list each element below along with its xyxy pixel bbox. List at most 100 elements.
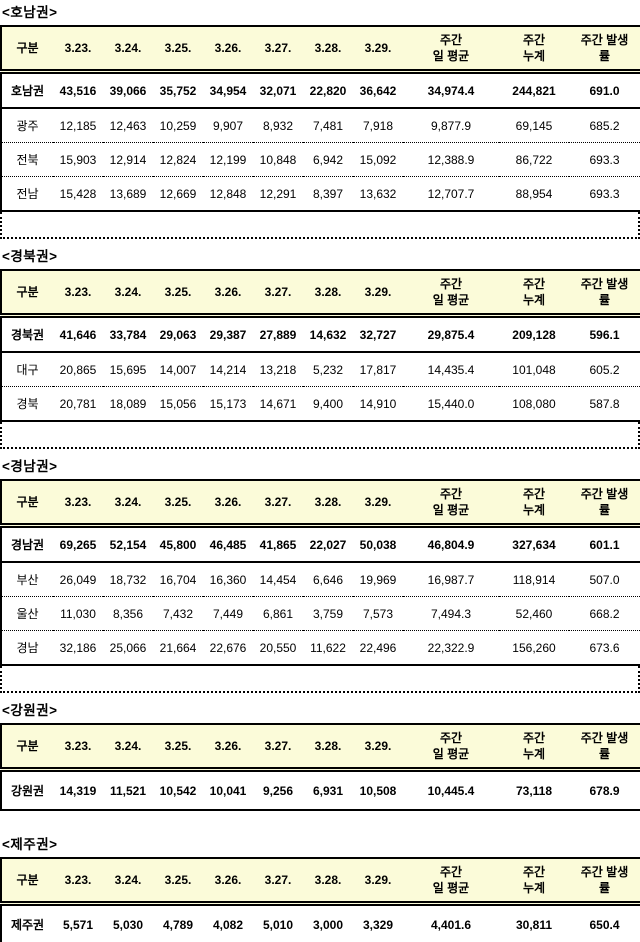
data-cell: 35,752 xyxy=(153,71,203,109)
column-header: 주간 일 평균 xyxy=(403,270,499,318)
column-header: 3.23. xyxy=(53,270,103,318)
column-header: 3.28. xyxy=(303,26,353,74)
data-cell: 6,931 xyxy=(312,783,344,798)
column-header: 3.25. xyxy=(153,858,203,906)
data-cell: 73,118 xyxy=(515,783,553,798)
data-cell: 18,732 xyxy=(103,562,153,597)
data-cell: 601.1 xyxy=(569,525,640,563)
header-row: 구분 3.23. 3.24. 3.25. 3.26. 3.27. 3.28. 3.29. 주간 … xyxy=(1,480,640,528)
column-header: 구분 xyxy=(1,270,53,318)
column-header: 3.23. xyxy=(53,26,103,74)
column-header: 3.26. xyxy=(203,26,253,74)
column-header: 주간 누계 xyxy=(499,480,569,528)
table-row: 울산 11,030 8,356 7,432 7,449 6,861 3,759 7,573 7,… xyxy=(1,596,640,631)
data-cell: 14,214 xyxy=(203,352,253,387)
data-cell: 26,049 xyxy=(53,562,103,597)
row-label: 경남 xyxy=(16,641,39,655)
column-header: 구분 xyxy=(1,724,53,772)
table-row: 대구 20,865 15,695 14,007 14,214 13,218 5,232 17,… xyxy=(1,352,640,387)
data-cell: 11,622 xyxy=(310,640,346,655)
data-cell: 12,669 xyxy=(159,186,197,201)
data-cell: 5,030 xyxy=(112,917,144,932)
data-cell: 14,435.4 xyxy=(403,352,499,387)
data-cell: 7,432 xyxy=(153,596,203,631)
column-header: 3.25. xyxy=(153,26,203,74)
data-cell: 4,401.6 xyxy=(430,917,472,932)
data-cell: 17,817 xyxy=(353,352,403,387)
data-cell: 12,388.9 xyxy=(403,142,499,177)
data-cell: 596.1 xyxy=(569,315,640,353)
data-cell: 327,634 xyxy=(499,525,569,563)
column-header: 3.27. xyxy=(253,858,303,906)
data-cell: 22,820 xyxy=(303,71,353,109)
column-header: 주간 발생 률 xyxy=(569,724,640,772)
row-label: 광주 xyxy=(1,108,53,143)
row-label: 부산 xyxy=(1,562,53,597)
column-header: 주간 누계 xyxy=(499,26,569,74)
data-cell: 45,800 xyxy=(153,525,203,563)
data-cell: 3,329 xyxy=(362,917,394,932)
region-section: <경남권> 구분 3.23. 3.24. 3.25. 3.26. 3.27. 3.28. 3.2… xyxy=(0,459,640,693)
row-label: 경북 xyxy=(16,397,39,411)
column-header: 3.26. xyxy=(203,270,253,318)
column-header: 3.29. xyxy=(353,26,403,74)
data-cell: 8,356 xyxy=(103,596,153,631)
data-cell: 69,265 xyxy=(53,525,103,563)
data-cell: 6,861 xyxy=(253,596,303,631)
column-header: 주간 발생 률 xyxy=(569,858,640,906)
data-cell: 43,516 xyxy=(53,71,103,109)
column-header: 3.28. xyxy=(303,724,353,772)
data-cell: 9,256 xyxy=(262,783,294,798)
table-row: 전북 15,903 12,914 12,824 12,199 10,848 6,942 15,… xyxy=(1,142,640,177)
data-cell: 10,445.4 xyxy=(427,783,475,798)
column-header: 3.25. xyxy=(153,724,203,772)
region-table: 구분 3.23. 3.24. 3.25. 3.26. 3.27. 3.28. 3.29. 주간 … xyxy=(0,857,640,942)
data-cell: 650.4 xyxy=(589,917,620,932)
data-cell: 22,496 xyxy=(359,640,397,655)
column-header: 주간 발생 률 xyxy=(569,480,640,528)
data-cell: 52,460 xyxy=(499,596,569,631)
data-cell: 33,784 xyxy=(103,315,153,353)
data-cell: 41,646 xyxy=(53,315,103,353)
data-cell: 209,128 xyxy=(499,315,569,353)
data-cell: 587.8 xyxy=(589,396,620,411)
data-cell: 20,781 xyxy=(59,396,97,411)
data-cell: 14,007 xyxy=(153,352,203,387)
data-cell: 101,048 xyxy=(499,352,569,387)
data-cell: 5,010 xyxy=(262,917,294,932)
table-row: 경남 32,186 25,066 21,664 22,676 20,550 11,622 22… xyxy=(1,631,640,666)
data-cell: 20,865 xyxy=(53,352,103,387)
section-title: <강원권> xyxy=(2,703,58,718)
data-cell: 6,942 xyxy=(303,142,353,177)
data-cell: 156,260 xyxy=(512,640,556,655)
data-cell: 12,185 xyxy=(53,108,103,143)
data-cell: 12,199 xyxy=(203,142,253,177)
column-header: 3.23. xyxy=(53,724,103,772)
column-header: 3.26. xyxy=(203,480,253,528)
data-cell: 673.6 xyxy=(589,640,620,655)
region-section: <호남권> 구분 3.23. 3.24. 3.25. 3.26. 3.27. 3.28. 3.2… xyxy=(0,5,640,239)
row-label: 제주권 xyxy=(10,918,45,932)
column-header: 3.29. xyxy=(353,724,403,772)
data-cell: 4,082 xyxy=(212,917,244,932)
table-row: 전남 15,428 13,689 12,669 12,848 12,291 8,397 13,… xyxy=(1,177,640,212)
data-cell: 22,676 xyxy=(209,640,247,655)
column-header: 3.28. xyxy=(303,858,353,906)
data-cell: 691.0 xyxy=(569,71,640,109)
data-cell: 7,449 xyxy=(203,596,253,631)
data-cell: 30,811 xyxy=(515,917,553,932)
data-cell: 10,542 xyxy=(159,783,197,798)
data-cell: 88,954 xyxy=(515,186,553,201)
data-cell: 3,759 xyxy=(303,596,353,631)
data-cell: 32,071 xyxy=(253,71,303,109)
data-cell: 14,319 xyxy=(59,783,97,798)
data-cell: 9,907 xyxy=(203,108,253,143)
region-table: 구분 3.23. 3.24. 3.25. 3.26. 3.27. 3.28. 3.29. 주간 … xyxy=(0,269,640,422)
column-header: 3.25. xyxy=(153,270,203,318)
region-table: 구분 3.23. 3.24. 3.25. 3.26. 3.27. 3.28. 3.29. 주간 … xyxy=(0,25,640,212)
data-cell: 244,821 xyxy=(499,71,569,109)
data-cell: 15,173 xyxy=(209,396,247,411)
row-label: 강원권 xyxy=(10,784,45,798)
data-cell: 10,848 xyxy=(253,142,303,177)
data-cell: 32,727 xyxy=(353,315,403,353)
